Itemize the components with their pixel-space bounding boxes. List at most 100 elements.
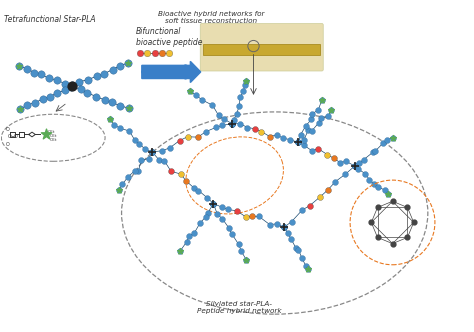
- Point: [125, 106, 132, 111]
- Point: [233, 111, 240, 116]
- Point: [236, 104, 243, 109]
- Point: [166, 145, 174, 150]
- Point: [404, 235, 411, 240]
- Point: [324, 187, 332, 193]
- Point: [185, 233, 193, 239]
- Point: [304, 267, 311, 272]
- Point: [151, 50, 158, 56]
- Point: [131, 168, 139, 173]
- Point: [15, 63, 23, 69]
- Point: [183, 239, 191, 244]
- Point: [116, 125, 124, 131]
- Point: [288, 219, 295, 224]
- Point: [389, 241, 396, 246]
- Point: [92, 94, 100, 99]
- Polygon shape: [203, 44, 320, 55]
- Point: [286, 137, 294, 142]
- Point: [148, 149, 156, 155]
- Point: [252, 126, 259, 131]
- Point: [213, 211, 221, 217]
- Point: [228, 231, 236, 236]
- Point: [209, 103, 216, 108]
- Point: [237, 249, 245, 254]
- Point: [23, 103, 30, 108]
- Text: $\rm O$: $\rm O$: [5, 125, 10, 133]
- Point: [273, 132, 281, 137]
- Point: [210, 201, 217, 206]
- Point: [148, 149, 156, 155]
- Point: [384, 192, 392, 197]
- Point: [280, 224, 288, 230]
- Point: [228, 121, 236, 126]
- Point: [294, 140, 302, 145]
- Point: [228, 121, 236, 126]
- Point: [308, 128, 316, 133]
- Point: [304, 267, 311, 272]
- Point: [237, 121, 244, 126]
- Point: [210, 201, 217, 206]
- Point: [141, 146, 149, 152]
- Text: OEt: OEt: [49, 137, 57, 142]
- Point: [42, 132, 50, 137]
- Point: [177, 248, 184, 253]
- Point: [228, 121, 236, 126]
- Point: [54, 90, 61, 96]
- Point: [219, 216, 226, 221]
- Point: [342, 159, 350, 164]
- Text: $\rm O$: $\rm O$: [5, 140, 10, 148]
- Point: [186, 88, 194, 93]
- Point: [144, 50, 151, 56]
- Point: [195, 188, 202, 193]
- Point: [220, 117, 228, 122]
- Point: [17, 107, 24, 112]
- Point: [167, 169, 175, 174]
- Point: [306, 203, 313, 208]
- Text: Silylated star-PLA-
Peptide hybrid network: Silylated star-PLA- Peptide hybrid netwo…: [197, 301, 282, 314]
- Point: [17, 107, 24, 112]
- Point: [184, 134, 191, 139]
- Point: [230, 118, 237, 123]
- Point: [118, 182, 126, 187]
- Point: [124, 60, 132, 66]
- Point: [242, 214, 249, 219]
- Point: [244, 125, 251, 130]
- Point: [309, 111, 316, 117]
- Point: [241, 82, 248, 88]
- Point: [330, 156, 338, 161]
- Point: [158, 50, 165, 56]
- Point: [243, 257, 250, 263]
- Point: [328, 107, 335, 112]
- Point: [68, 84, 75, 89]
- Point: [225, 225, 232, 230]
- FancyArrow shape: [142, 61, 201, 83]
- Point: [194, 134, 202, 140]
- Point: [210, 201, 217, 206]
- Point: [389, 199, 396, 204]
- Point: [280, 135, 287, 141]
- Point: [155, 158, 163, 163]
- Point: [54, 77, 61, 83]
- Point: [116, 103, 124, 108]
- Point: [356, 160, 363, 165]
- Point: [266, 134, 273, 139]
- Point: [108, 100, 116, 105]
- Point: [302, 263, 310, 269]
- Point: [196, 221, 204, 226]
- Point: [389, 135, 396, 140]
- Point: [300, 137, 308, 143]
- Point: [210, 201, 217, 206]
- Point: [23, 66, 30, 71]
- Point: [294, 140, 302, 145]
- Point: [237, 94, 244, 100]
- Point: [304, 128, 312, 133]
- Point: [218, 204, 225, 209]
- Point: [137, 50, 144, 56]
- Point: [106, 116, 114, 122]
- Point: [39, 97, 46, 102]
- Point: [148, 149, 156, 155]
- Text: Tetrafunctional Star-PLA: Tetrafunctional Star-PLA: [4, 16, 95, 25]
- Point: [369, 150, 377, 155]
- Point: [109, 67, 117, 72]
- Point: [367, 220, 375, 225]
- Point: [280, 224, 288, 230]
